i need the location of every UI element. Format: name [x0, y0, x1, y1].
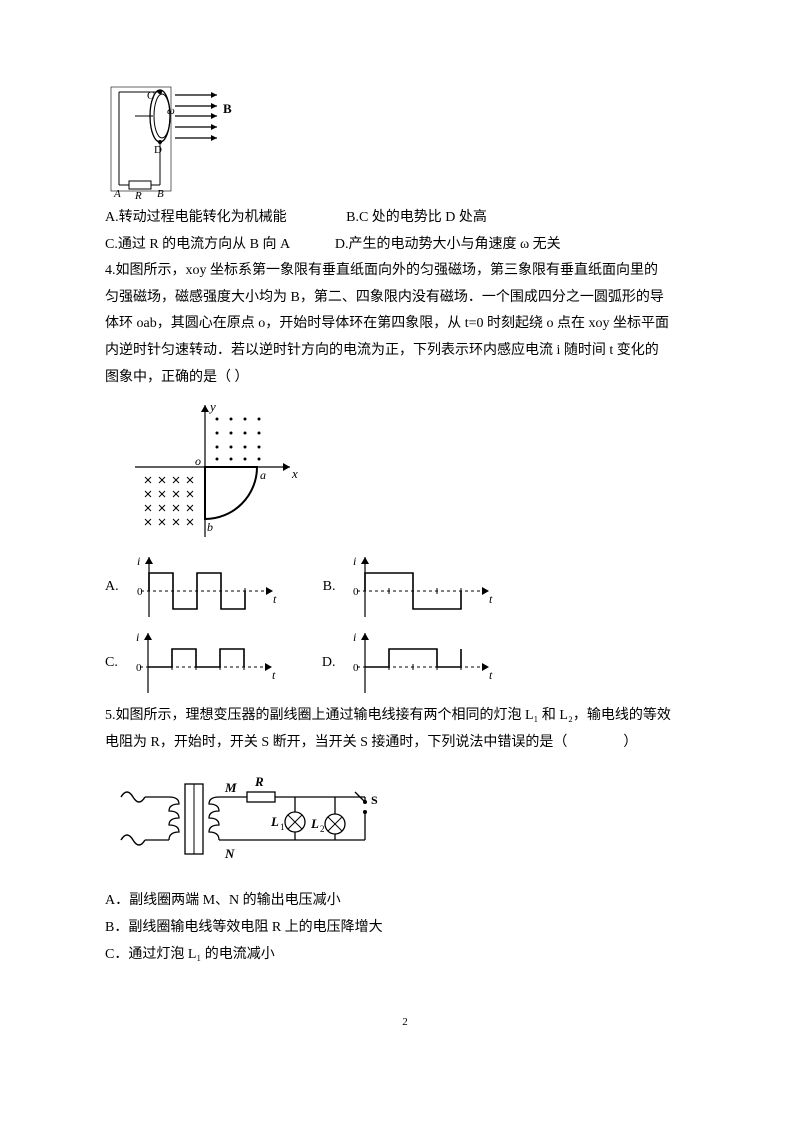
svg-text:0: 0: [353, 586, 359, 598]
q4-line3: 体环 oab，其圆心在原点 o，开始时导体环在第四象限，从 t=0 时刻起绕 o…: [105, 311, 705, 338]
svg-text:L: L: [270, 814, 279, 829]
q3-optB: B.C 处的电势比 D 处高: [346, 210, 487, 225]
q5-figure: M N R L 1 S: [109, 762, 705, 882]
q4-optA: A. i t 0: [105, 551, 283, 623]
xoy-quadrant-diagram: o x y: [125, 397, 305, 547]
q5-line2: 电阻为 R，开始时，开关 S 断开，当开关 S 接通时，下列说法中错误的是（ ）: [105, 730, 705, 757]
svg-text:b: b: [207, 520, 213, 534]
svg-text:i: i: [353, 554, 356, 568]
transformer-circuit-diagram: M N R L 1 S: [109, 762, 399, 882]
q4-figure: o x y: [125, 397, 705, 547]
svg-text:t: t: [489, 592, 493, 606]
q4-options-row2: C. i t 0 D. i: [105, 627, 705, 699]
q5-optC: C．通过灯泡 L₁ 的电流减小: [105, 942, 705, 969]
q4-optD: D. i t 0: [322, 627, 500, 699]
svg-text:B: B: [223, 101, 232, 116]
svg-text:i: i: [137, 554, 140, 568]
svg-text:2: 2: [320, 824, 325, 834]
svg-text:D: D: [154, 144, 162, 156]
svg-text:a: a: [260, 468, 266, 482]
svg-text:R: R: [254, 774, 264, 789]
q4-optB: B. i t 0: [323, 551, 500, 623]
q3-figure: ω B C D R A B: [105, 81, 705, 201]
q4-line2: 匀强磁场，磁感强度大小均为 B，第二、四象限内没有磁场．一个围成四分之一圆弧形的…: [105, 285, 705, 312]
graph-A: i t 0: [123, 551, 283, 623]
q4-line1: 4.如图所示，xoy 坐标系第一象限有垂直纸面向外的匀强磁场，第三象限有垂直纸面…: [105, 258, 705, 285]
svg-text:i: i: [136, 630, 139, 644]
svg-text:0: 0: [353, 662, 359, 674]
q4-optA-label: A.: [105, 574, 119, 601]
svg-text:0: 0: [136, 662, 142, 674]
q4-line5: 图象中，正确的是（ ）: [105, 365, 705, 392]
svg-text:R: R: [134, 190, 142, 201]
svg-text:t: t: [489, 668, 493, 682]
q4-line4: 内逆时针匀速转动．若以逆时针方向的电流为正，下列表示环内感应电流 i 随时间 t…: [105, 338, 705, 365]
page-content: ω B C D R A B: [0, 0, 800, 1073]
ring-generator-diagram: ω B C D R A B: [105, 81, 265, 201]
svg-text:t: t: [272, 668, 276, 682]
q3-row2: C.通过 R 的电流方向从 B 向 A D.产生的电动势大小与角速度 ω 无关: [105, 232, 705, 259]
q5-optB: B．副线圈输电线等效电阻 R 上的电压降增大: [105, 915, 705, 942]
graph-C: i t 0: [122, 627, 282, 699]
svg-text:y: y: [208, 399, 216, 414]
svg-text:L: L: [310, 816, 319, 831]
q5-optA: A．副线圈两端 M、N 的输出电压减小: [105, 888, 705, 915]
svg-text:t: t: [273, 592, 277, 606]
q4-optC-label: C.: [105, 650, 118, 677]
svg-text:S: S: [371, 793, 378, 807]
svg-text:x: x: [291, 466, 298, 481]
q4-optC: C. i t 0: [105, 627, 282, 699]
svg-text:M: M: [224, 780, 237, 795]
q3-optC: C.通过 R 的电流方向从 B 向 A: [105, 237, 289, 252]
q3-row1: A.转动过程电能转化为机械能 B.C 处的电势比 D 处高: [105, 205, 705, 232]
svg-text:N: N: [224, 846, 235, 861]
q5-line1: 5.如图所示，理想变压器的副线圈上通过输电线接有两个相同的灯泡 L₁ 和 L₂，…: [105, 703, 705, 730]
graph-B: i t 0: [339, 551, 499, 623]
svg-text:1: 1: [280, 822, 285, 832]
q3-optD: D.产生的电动势大小与角速度 ω 无关: [335, 237, 561, 252]
q4-optB-label: B.: [323, 574, 336, 601]
graph-D: i t 0: [339, 627, 499, 699]
svg-text:o: o: [195, 454, 201, 468]
svg-text:B: B: [157, 188, 164, 200]
svg-text:0: 0: [137, 586, 143, 598]
page-number: 2: [105, 1012, 705, 1033]
svg-text:i: i: [353, 630, 356, 644]
q3-optA: A.转动过程电能转化为机械能: [105, 210, 287, 225]
q4-optD-label: D.: [322, 650, 336, 677]
q4-options-row1: A. i t 0 B. i: [105, 551, 705, 623]
svg-text:A: A: [113, 188, 121, 200]
